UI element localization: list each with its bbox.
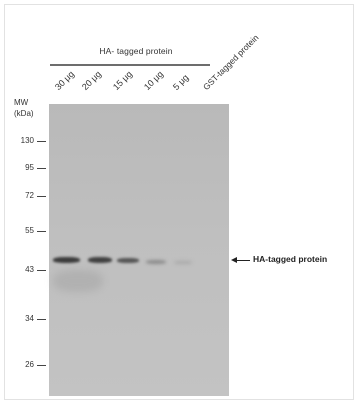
mw-tick-95 — [37, 168, 46, 169]
mw-label-130: 130 — [20, 136, 34, 145]
mw-label-34: 34 — [25, 314, 34, 323]
band-arrow-line — [236, 260, 250, 261]
mw-label-26: 26 — [25, 360, 34, 369]
band-lane-10ug — [146, 260, 166, 264]
band-annotation-label: HA-tagged protein — [253, 254, 328, 264]
mw-title-line1: MW — [14, 98, 29, 107]
band-smear-30ug — [53, 270, 103, 292]
band-lane-15ug — [117, 258, 139, 263]
mw-tick-55 — [37, 231, 46, 232]
band-lane-30ug — [53, 257, 80, 263]
mw-tick-130 — [37, 141, 46, 142]
mw-title: MW (kDa) — [14, 97, 34, 119]
blot-membrane — [49, 104, 229, 396]
header-bracket-line — [50, 64, 210, 66]
mw-label-72: 72 — [25, 191, 34, 200]
mw-tick-34 — [37, 319, 46, 320]
mw-label-95: 95 — [25, 163, 34, 172]
header-title: HA- tagged protein — [99, 46, 173, 56]
mw-tick-43 — [37, 270, 46, 271]
mw-tick-72 — [37, 196, 46, 197]
band-lane-20ug — [88, 257, 112, 263]
mw-title-line2: (kDa) — [14, 109, 34, 118]
band-lane-5ug — [174, 261, 192, 264]
mw-tick-26 — [37, 365, 46, 366]
mw-label-43: 43 — [25, 265, 34, 274]
arrow-left-icon — [231, 257, 237, 263]
mw-label-55: 55 — [25, 226, 34, 235]
